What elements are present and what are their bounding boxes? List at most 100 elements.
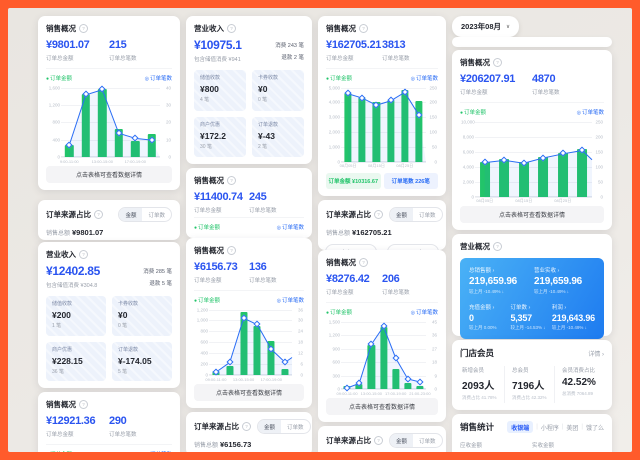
legend-amount[interactable]: ●订单金额 <box>326 75 353 82</box>
toggle-count[interactable]: 订单数 <box>419 212 436 219</box>
info-icon: ? <box>79 400 88 409</box>
legend-amount[interactable]: ●订单金额 <box>326 309 353 316</box>
view-details-button[interactable]: 点击表格可查看数据详情 <box>460 206 604 223</box>
revenue-amount: ¥10975.1 <box>194 38 242 52</box>
toggle-amount[interactable]: 金额 <box>390 434 414 447</box>
stored-collection-box: 储值收款 ¥800 4 笔 <box>194 70 246 111</box>
sales-total-value: ¥9801.07 <box>72 228 104 237</box>
stored-collection-box: 储值收款 ¥200 1 笔 <box>46 296 106 336</box>
order-refund-box: 订单退款 ¥-174.05 5 笔 <box>112 341 172 381</box>
sales-overview-card-k: 销售概况 ? ¥8276.42 订单总金额 206 订单总笔数 ●订单金额 ◎订… <box>318 250 446 422</box>
legend-amount[interactable]: ●订单金额 <box>194 225 221 231</box>
order-amount-stat: ¥206207.91 订单总金额 <box>460 73 516 96</box>
blue-ring-icon: ◎ <box>576 109 581 116</box>
green-dot-icon: ● <box>194 297 198 304</box>
revenue-amount: ¥12402.85 <box>46 264 101 278</box>
legend-count[interactable]: ◎订单笔数 <box>145 450 172 453</box>
consume-count: 消费 243 笔 <box>275 43 304 49</box>
order-refund-box: 订单退款 ¥-43 2 笔 <box>252 116 304 157</box>
bar-line-chart: 1,200 1,000 800 600 400 200 0 36 30 24 18 12 6 0 09:00… <box>196 307 303 382</box>
order-total-count-label: 订单总笔数 <box>109 55 137 62</box>
legend-count[interactable]: ◎订单笔数 <box>276 225 304 231</box>
store-members-card-o: 门店会员 详情 › 新增会员 2093人 消费占比 41.78% 总会员 719… <box>452 340 612 410</box>
sales-total-label: 销售总额 <box>46 231 71 237</box>
legend-amount[interactable]: ●订单金额 <box>460 109 487 116</box>
sales-stats-card-p: 销售统计 收银端 | 小程序 | 美团 | 饿了么 应收金额 45,250.00… <box>452 414 612 452</box>
card-title: 订单来源占比 <box>326 436 371 445</box>
received-stat: 实收金额 45,767.10 <box>532 443 555 449</box>
order-amount-stat: ¥6156.73 订单总金额 <box>194 261 238 284</box>
order-count-stat: 215 订单总笔数 <box>109 39 172 62</box>
blue-ring-icon: ◎ <box>276 225 281 231</box>
order-total-count-value: 215 <box>109 39 127 51</box>
legend-count[interactable]: ◎订单笔数 <box>576 109 604 116</box>
refund-count: 退款 5 笔 <box>149 281 172 287</box>
card-coupon-box: 卡券收款 ¥0 0 笔 <box>252 70 304 111</box>
toggle-amount[interactable]: 金额 <box>390 208 414 221</box>
tab-eleme[interactable]: 饿了么 <box>585 425 604 432</box>
order-amount-stat: ¥12921.36 订单总金额 <box>46 415 96 438</box>
order-total-amount-label: 订单总金额 <box>46 55 74 62</box>
card-title: 营业收入 <box>194 24 224 33</box>
card-title: 营业收入 <box>46 250 76 259</box>
amount-count-toggle: 金额 订单数 <box>118 207 172 222</box>
sales-overview-card-m: 销售概况 ? ¥206207.91 订单总金额 4870 订单总笔数 ●订单金额… <box>452 50 612 230</box>
legend-amount[interactable]: ●订单金额 <box>46 450 72 453</box>
view-details-button[interactable]: 点击表格可查看数据详情 <box>46 166 172 183</box>
bar-line-chart: 5,000 4,000 3,000 2,000 1,000 0 250 200 150 100 50… <box>328 85 437 168</box>
info-icon: ? <box>374 210 383 219</box>
toggle-count[interactable]: 订单数 <box>419 438 436 445</box>
view-details-button[interactable]: 点击表格可查看数据详情 <box>194 384 304 401</box>
legend-count[interactable]: ◎订单笔数 <box>144 75 172 82</box>
sales-total-label: 销售总额 <box>326 231 351 237</box>
legend-count[interactable]: ◎订单笔数 <box>410 75 438 82</box>
toggle-amount[interactable]: 金额 <box>258 420 282 433</box>
business-stats-panel: 总销售额 › 219,659.96 较上月 -10.49% ↓ 营业实收 › 2… <box>460 258 604 339</box>
card-title: 销售概况 <box>194 176 224 185</box>
profit-stat[interactable]: 利润 › 219,643.96 较上月 -10.49% ↓ <box>551 305 595 330</box>
sales-overview-card-f: 销售概况 ? ¥11400.74 订单总金额 245 订单总笔数 ●订单金额 ◎… <box>186 168 312 238</box>
order-count-stat[interactable]: 订单数 › 5,357 较上月 -14.53% ↓ <box>510 305 546 330</box>
sales-total-value: ¥162705.21 <box>352 228 392 237</box>
toggle-count[interactable]: 订单数 <box>287 424 304 431</box>
details-link[interactable]: 详情 › <box>588 351 604 358</box>
card-title: 订单来源占比 <box>46 210 91 219</box>
tab-cashier[interactable]: 收银端 <box>507 421 534 433</box>
tab-miniprogram[interactable]: 小程序 <box>540 425 559 432</box>
card-title: 销售概况 <box>46 400 76 409</box>
recharge-amount-stat[interactable]: 充值金额 › 0 较上月 0.00% <box>469 305 497 330</box>
new-members-stat: 新增会员 2093人 消费占比 41.78% <box>462 368 497 400</box>
info-icon: ? <box>79 250 88 259</box>
blue-ring-icon: ◎ <box>145 452 149 453</box>
green-dot-icon: ● <box>326 75 330 82</box>
stored-value-note: 包含储值消费 ¥304.8 <box>46 283 98 289</box>
total-sales-stat[interactable]: 总销售额 › 219,659.96 较上月 -10.49% ↓ <box>469 268 518 294</box>
info-icon: ? <box>227 246 236 255</box>
order-source-card-b: 订单来源占比 ? 金额 订单数 销售总额 ¥9801.07 <box>38 200 180 240</box>
sales-overview-card-a: 销售概况 ? ¥9801.07 订单总金额 215 订单总笔数 ●订单金额 ◎订… <box>38 16 180 190</box>
info-icon: ? <box>227 24 236 33</box>
amount-count-toggle: 金额 订单数 <box>257 419 311 434</box>
actual-revenue-stat[interactable]: 营业实收 › 219,659.96 较上月 -10.49% ↓ <box>534 268 583 294</box>
toggle-count[interactable]: 订单数 <box>148 212 165 219</box>
info-icon: ? <box>79 24 88 33</box>
view-details-button[interactable]: 点击表格可查看数据详情 <box>326 398 438 415</box>
bar-line-chart: 1,500 1,200 900 600 300 0 45 36 27 18 9 0 09:00-11:0… <box>328 319 437 396</box>
legend-count[interactable]: ◎订单笔数 <box>410 309 438 316</box>
refund-count: 退款 2 笔 <box>281 55 304 61</box>
tab-meituan[interactable]: 美团 <box>566 425 579 432</box>
toggle-amount[interactable]: 金额 <box>119 208 143 221</box>
green-dot-icon: ● <box>194 225 198 231</box>
legend-count[interactable]: ◎订单笔数 <box>276 297 304 304</box>
card-title: 订单来源占比 <box>326 210 371 219</box>
order-amount-stat: ¥162705.21 订单总金额 <box>326 39 382 62</box>
legend-amount[interactable]: ●订单金额 <box>194 297 221 304</box>
sales-overview-card-d: 销售概况 ? ¥12921.36 订单总金额 290 订单总笔数 ●订单金额 ◎… <box>38 392 180 452</box>
month-selector[interactable]: 2023年08月 ∨ <box>452 16 520 37</box>
sales-total-label: 销售总额 <box>194 443 219 449</box>
card-title: 订单来源占比 <box>194 422 239 431</box>
legend-amount[interactable]: ●订单金额 <box>46 75 73 82</box>
card-title: 门店会员 <box>460 348 495 358</box>
consume-count: 消费 285 笔 <box>143 269 172 275</box>
amount-count-toggle: 金额 订单数 <box>389 433 443 448</box>
